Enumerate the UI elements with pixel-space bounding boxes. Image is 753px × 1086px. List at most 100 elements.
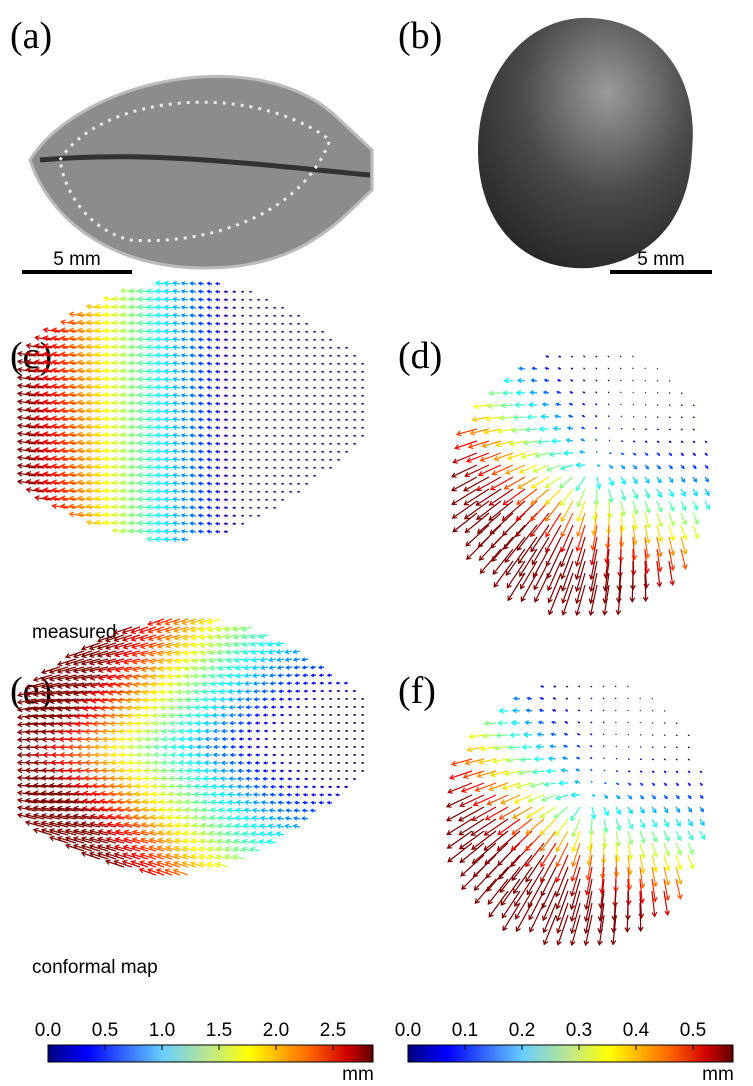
vector-arrow	[208, 642, 221, 648]
vector-arrow	[51, 431, 69, 438]
vector-arrow	[506, 560, 526, 589]
vector-arrow	[488, 488, 514, 506]
vector-arrow	[668, 464, 673, 470]
vector-arrow	[260, 673, 269, 678]
vector-arrow	[177, 704, 189, 711]
vector-arrow	[320, 713, 324, 717]
vector-arrow	[304, 410, 309, 413]
vector-arrow	[214, 457, 221, 462]
vector-arrow	[280, 753, 285, 757]
vector-arrow	[312, 753, 316, 757]
vector-arrow	[180, 345, 189, 350]
vector-arrow	[128, 320, 141, 326]
vector-arrow	[295, 785, 301, 789]
vector-arrow	[264, 434, 269, 437]
vector-arrow	[543, 378, 550, 383]
vector-arrow	[195, 736, 205, 742]
vector-arrow	[285, 800, 293, 805]
vector-arrow	[223, 498, 229, 502]
vector-arrow	[336, 354, 341, 357]
vector-arrow	[615, 572, 622, 604]
vector-arrow	[42, 487, 61, 494]
vector-arrow	[74, 782, 93, 789]
vector-arrow	[140, 837, 157, 844]
vector-arrow	[137, 456, 149, 463]
vector-arrow	[214, 425, 221, 430]
vector-arrow	[591, 794, 596, 797]
vector-arrow	[304, 745, 308, 749]
vector-arrow	[446, 806, 473, 822]
vector-arrow	[525, 806, 545, 819]
vector-arrow	[137, 496, 149, 503]
vector-arrow	[463, 488, 490, 506]
vector-arrow	[68, 471, 85, 478]
vector-arrow	[264, 410, 269, 413]
vector-arrow	[256, 458, 261, 461]
vector-arrow	[352, 370, 357, 373]
vector-arrow	[223, 410, 229, 414]
vector-arrow	[120, 360, 133, 366]
vector-arrow	[171, 376, 181, 383]
vector-arrow	[59, 359, 77, 366]
vector-arrow	[40, 666, 61, 675]
vector-arrow	[699, 782, 703, 786]
vector-arrow	[120, 408, 133, 414]
vector-arrow	[497, 818, 521, 836]
vector-arrow	[518, 464, 538, 474]
vector-arrow	[336, 769, 340, 773]
vector-arrow	[256, 314, 261, 317]
vector-arrow	[48, 674, 69, 682]
panel-label: (d)	[398, 335, 442, 377]
vector-arrow	[570, 355, 574, 358]
vector-arrow	[72, 836, 93, 844]
vector-arrow	[446, 818, 473, 836]
vector-arrow	[360, 402, 365, 405]
vector-arrow	[206, 353, 213, 358]
vector-arrow	[343, 681, 349, 685]
colorbar-tick: 0.2	[509, 1020, 535, 1041]
vector-arrow	[264, 490, 269, 493]
vector-arrow	[163, 280, 173, 287]
vector-arrow	[187, 752, 197, 758]
vector-arrow	[312, 697, 317, 701]
vector-arrow	[256, 338, 261, 341]
vector-arrow	[644, 428, 648, 431]
colorbar-tick: 0.1	[452, 1020, 478, 1041]
vector-arrow	[232, 402, 237, 406]
vector-arrow	[206, 618, 221, 625]
vector-arrow	[223, 458, 229, 462]
vector-arrow	[360, 729, 364, 733]
vector-arrow	[336, 729, 340, 733]
vector-arrow	[692, 416, 695, 419]
vector-arrow	[272, 338, 277, 341]
vector-arrow	[264, 354, 269, 357]
vector-arrow	[211, 775, 221, 782]
vector-arrow	[510, 719, 521, 726]
vector-arrow	[242, 831, 253, 837]
vector-arrow	[553, 685, 557, 688]
vector-arrow	[240, 306, 245, 309]
vector-arrow	[632, 464, 638, 470]
vector-arrow	[241, 846, 253, 853]
vector-arrow	[120, 296, 133, 302]
vector-arrow	[668, 500, 675, 512]
vector-arrow	[199, 838, 213, 844]
vector-arrow	[264, 402, 269, 405]
vector-arrow	[128, 344, 141, 350]
vector-arrow	[312, 721, 316, 725]
vector-arrow	[541, 878, 557, 909]
vector-arrow	[189, 433, 197, 438]
vector-arrow	[627, 758, 631, 760]
vector-arrow	[352, 402, 357, 405]
vector-arrow	[311, 681, 317, 685]
vector-arrow	[237, 760, 245, 765]
vector-arrow	[296, 753, 300, 757]
vector-arrow	[242, 649, 253, 655]
vector-arrow	[225, 649, 237, 656]
vector-arrow	[238, 737, 245, 741]
vector-arrow	[360, 737, 364, 741]
vector-arrow	[328, 466, 333, 469]
vector-arrow	[51, 375, 69, 382]
vector-arrow	[296, 466, 301, 469]
